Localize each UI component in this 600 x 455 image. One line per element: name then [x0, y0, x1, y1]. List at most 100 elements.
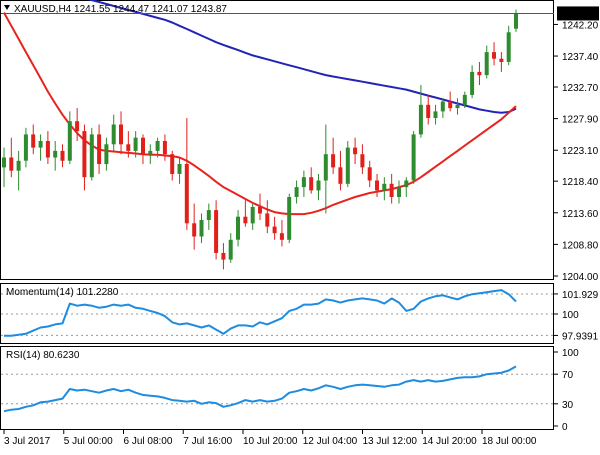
candle-body [367, 167, 372, 181]
candle-body [170, 154, 175, 174]
rsi-axis-label: 30 [562, 400, 574, 411]
time-axis-label: 13 Jul 12:00 [363, 436, 418, 447]
candle-body [162, 141, 167, 155]
sma-slow-line [87, 0, 517, 114]
time-axis-label: 14 Jul 20:00 [422, 436, 477, 447]
candle-body [199, 220, 204, 237]
price-axis-label: 1223.10 [562, 146, 599, 157]
candle-body [177, 164, 182, 174]
candle-body [294, 187, 299, 197]
candle-body [184, 164, 189, 224]
time-axis-label: 12 Jul 04:00 [303, 436, 358, 447]
rsi-axis-label: 70 [562, 370, 574, 381]
candle-body [67, 121, 72, 161]
candle-body [287, 197, 292, 240]
candle-body [250, 206, 255, 224]
momentum-line [4, 289, 517, 337]
current-price-tag [557, 6, 599, 21]
candle-body [272, 226, 277, 234]
candle-body [206, 210, 211, 220]
rsi-axis-label: 0 [562, 422, 568, 433]
candle-body [119, 124, 123, 145]
candle-body [148, 150, 153, 155]
candle-body [192, 223, 197, 237]
price-axis-label: 1208.80 [562, 240, 599, 251]
price-axis-label: 1213.60 [562, 209, 599, 220]
rsi-axis: 100 70 30 0 [554, 348, 579, 433]
rsi-line [3, 365, 517, 413]
price-axis: 1242.20 1237.40 1232.70 1227.90 1223.10 1218.… [1, 6, 599, 283]
candle-body [89, 134, 94, 178]
candle-body [38, 141, 43, 148]
candle-body [499, 58, 504, 62]
candle-body [323, 154, 328, 181]
candle-body [31, 134, 36, 148]
rsi-panel-frame [0, 346, 554, 430]
momentum-axis-label: 97.9391 [562, 331, 599, 342]
candles-group [2, 9, 518, 270]
candle-body [104, 144, 109, 165]
current-price-label: 1243.87 [560, 9, 597, 20]
time-axis-label: 5 Jul 00:00 [64, 436, 113, 447]
price-axis-label: 1227.90 [562, 115, 599, 126]
price-panel-frame [0, 0, 554, 280]
time-axis-label: 10 Jul 20:00 [243, 436, 298, 447]
candle-body [477, 71, 482, 76]
candle-body [60, 150, 65, 161]
candle-body [221, 253, 226, 260]
sma-fast-line-group [3, 12, 517, 216]
candle-body [440, 101, 445, 112]
candle-body [301, 177, 306, 188]
candle-body [375, 180, 379, 191]
sma-slow-line-group [87, 0, 517, 114]
time-axis: 3 Jul 2017 5 Jul 00:00 6 Jul 08:00 7 Jul 16… [3, 430, 537, 447]
time-axis-label: 3 Jul 2017 [4, 436, 51, 447]
momentum-axis: 101.929 100 97.9391 [554, 290, 599, 342]
candle-body [228, 239, 233, 260]
momentum-axis-label: 100 [562, 310, 579, 321]
candle-body [236, 216, 240, 240]
candle-body [97, 134, 102, 164]
candle-body [492, 52, 496, 59]
candle-body [462, 94, 467, 105]
candle-body [506, 32, 511, 62]
price-axis-label: 1237.40 [562, 52, 599, 63]
time-axis-label: 18 Jul 00:00 [482, 436, 537, 447]
candle-body [404, 180, 409, 188]
candle-body [23, 134, 28, 161]
candle-body [258, 206, 262, 214]
price-axis-label: 1204.00 [562, 272, 599, 283]
candle-body [470, 71, 475, 95]
candle-body [309, 177, 314, 191]
candle-body [331, 154, 336, 168]
candle-body [426, 104, 431, 118]
momentum-label: Momentum(14) 101.2280 [6, 287, 119, 298]
candle-body [397, 187, 401, 197]
candle-body [353, 147, 358, 155]
rsi-line-group [3, 365, 517, 413]
candle-body [455, 104, 460, 109]
candle-body [279, 233, 284, 240]
candle-body [243, 216, 248, 224]
candle-body [345, 147, 350, 184]
rsi-grid [1, 373, 553, 405]
candle-body [382, 183, 387, 191]
candle-body [433, 111, 438, 118]
time-axis-label: 7 Jul 16:00 [183, 436, 232, 447]
candle-body [75, 121, 80, 132]
momentum-axis-label: 101.929 [562, 290, 599, 301]
candle-body [155, 141, 160, 151]
candle-body [214, 210, 219, 253]
candle-body [82, 131, 87, 178]
candle-body [16, 160, 21, 171]
candle-body [126, 144, 131, 151]
candle-body [265, 213, 270, 227]
time-axis-label: 6 Jul 08:00 [124, 436, 173, 447]
candle-body [360, 154, 365, 168]
candle-body [45, 141, 50, 158]
collapse-triangle-icon[interactable] [4, 5, 10, 10]
candle-body [418, 104, 423, 135]
candle-body [484, 52, 489, 76]
